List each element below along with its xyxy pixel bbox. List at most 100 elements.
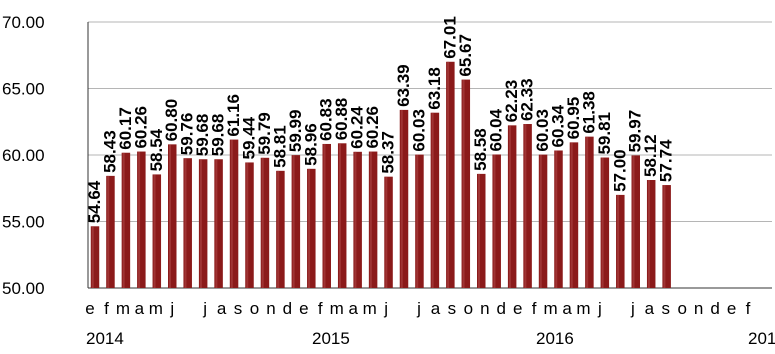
bar <box>569 142 579 288</box>
data-label: 60.03 <box>533 109 552 152</box>
bar-highlight <box>308 168 311 288</box>
data-label: 58.12 <box>641 134 660 177</box>
bar <box>384 176 393 288</box>
x-tick-label: m <box>576 299 590 318</box>
x-tick-label: m <box>330 299 344 318</box>
bar <box>90 226 100 288</box>
bar <box>229 139 239 288</box>
bar <box>121 152 131 288</box>
x-tick-label: j <box>597 299 602 318</box>
x-tick-label: f <box>104 299 109 318</box>
bar-highlight <box>385 176 388 288</box>
x-tick-label: m <box>544 299 558 318</box>
bar <box>291 155 301 288</box>
x-tick-label: d <box>283 299 292 318</box>
year-label: 2014 <box>86 329 124 348</box>
bars <box>90 61 671 289</box>
bar-highlight <box>153 174 156 288</box>
bar <box>430 112 440 289</box>
x-tick-label: a <box>135 299 145 318</box>
x-tick-label: n <box>694 299 703 318</box>
data-label: 60.03 <box>409 109 428 152</box>
x-tick-label: f <box>746 299 751 318</box>
data-label: 58.43 <box>100 130 119 173</box>
data-label: 59.79 <box>255 112 274 155</box>
data-label: 59.97 <box>626 110 645 153</box>
bar-highlight <box>354 151 357 288</box>
bar-highlight <box>647 180 650 288</box>
year-label: 2016 <box>536 329 574 348</box>
bar <box>585 136 594 288</box>
data-labels: 54.6458.4360.1760.2658.5460.8059.7659.68… <box>85 16 676 223</box>
x-tick-label: o <box>677 299 686 318</box>
bar-highlight <box>632 155 635 288</box>
bar-highlight <box>91 226 94 288</box>
x-tick-label: j <box>630 299 635 318</box>
bar-highlight <box>122 152 125 288</box>
bar-highlight <box>663 185 666 288</box>
year-label: 2017 <box>748 329 775 348</box>
data-label: 63.39 <box>394 64 413 107</box>
bar <box>137 151 146 288</box>
x-tick-label: m <box>149 299 163 318</box>
bar-highlight <box>400 109 403 289</box>
x-tick-label: e <box>727 299 736 318</box>
data-label: 58.54 <box>147 128 166 171</box>
data-label: 59.76 <box>178 113 197 156</box>
x-tick-label: m <box>116 299 130 318</box>
bar <box>646 180 656 288</box>
bar <box>307 168 316 288</box>
bar-highlight <box>570 142 573 288</box>
data-label: 61.38 <box>579 91 598 134</box>
x-tick-label: n <box>266 299 275 318</box>
bar-highlight <box>462 79 465 289</box>
data-label: 59.81 <box>595 112 614 155</box>
bar-highlight <box>338 143 341 288</box>
x-tick-label: f <box>318 299 323 318</box>
data-label: 58.81 <box>270 125 289 168</box>
bar <box>198 159 208 288</box>
x-tick-label: n <box>480 299 489 318</box>
bar-highlight <box>107 175 110 288</box>
data-label: 60.83 <box>317 98 336 141</box>
year-label: 2015 <box>312 329 350 348</box>
bar-highlight <box>524 124 527 288</box>
data-label: 61.16 <box>224 94 243 137</box>
bar <box>399 109 409 289</box>
data-label: 58.58 <box>471 128 490 171</box>
bar-highlight <box>369 151 372 288</box>
x-tick-label: s <box>448 299 457 318</box>
bar <box>183 158 192 288</box>
bar <box>446 61 455 288</box>
x-tick-label: d <box>710 299 719 318</box>
bar-highlight <box>478 173 480 288</box>
data-label: 60.26 <box>131 106 150 149</box>
data-label: 57.74 <box>657 139 676 182</box>
bar <box>461 79 471 289</box>
data-label: 65.67 <box>456 34 475 77</box>
data-label: 60.26 <box>363 106 382 149</box>
data-label: 60.17 <box>116 107 135 150</box>
data-label: 60.95 <box>564 97 583 140</box>
year-labels: 2014 2015 2016 2017 <box>86 329 775 348</box>
bar-highlight <box>138 151 141 288</box>
y-tick-label: 50.00 <box>2 279 45 298</box>
bar-highlight <box>416 154 419 288</box>
bar-highlight <box>215 159 218 288</box>
bar <box>616 194 625 288</box>
x-tick-label: o <box>464 299 473 318</box>
bar-highlight <box>199 159 202 288</box>
bar-highlight <box>292 155 295 288</box>
bar <box>152 174 162 288</box>
bar-highlight <box>169 144 171 288</box>
bar-highlight <box>431 112 434 289</box>
bar <box>662 185 671 288</box>
x-tick-label: e <box>299 299 308 318</box>
data-label: 67.01 <box>440 16 459 59</box>
data-label: 58.37 <box>379 131 398 174</box>
data-label: 60.34 <box>549 104 568 147</box>
bar <box>245 162 254 288</box>
bar-highlight <box>586 136 589 288</box>
x-tick-label: e <box>513 299 522 318</box>
